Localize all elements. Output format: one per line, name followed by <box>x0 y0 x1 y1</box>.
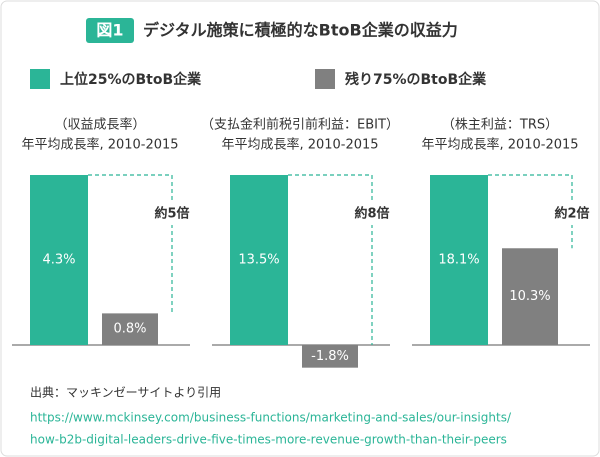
comparison-bracket <box>488 174 573 249</box>
panel-subtitle: 年平均成長率, 2010-2015 <box>21 137 178 153</box>
legend-swatch <box>315 69 335 89</box>
comparison-bracket <box>288 174 373 345</box>
value-label: 18.1% <box>438 253 479 268</box>
legend-label: 残り75%のBtoB企業 <box>345 71 487 88</box>
bar <box>302 345 358 368</box>
panel-title: （株主利益：TRS） <box>442 118 558 133</box>
value-label: 4.3% <box>42 253 75 268</box>
figure-badge <box>86 18 134 43</box>
legend-swatch <box>30 69 50 89</box>
annotation-bg <box>548 203 596 225</box>
figure-label: 図1 <box>96 21 123 40</box>
value-label: -1.8% <box>311 349 349 364</box>
panel-subtitle: 年平均成長率, 2010-2015 <box>221 137 378 153</box>
bar <box>102 313 158 345</box>
panel-title: （支払金利前税引前利益：EBIT） <box>201 117 399 133</box>
annotation-bg <box>148 203 196 225</box>
annotation: 約8倍 <box>354 206 389 222</box>
bar <box>430 175 488 345</box>
source-label: 出典：マッキンゼーサイトより引用 <box>30 386 221 400</box>
bar <box>502 248 558 345</box>
value-label: 10.3% <box>509 289 550 304</box>
bar <box>230 175 288 345</box>
annotation: 約2倍 <box>554 206 589 222</box>
panel-subtitle: 年平均成長率, 2010-2015 <box>421 137 578 153</box>
value-label: 0.8% <box>113 322 146 337</box>
bar <box>30 175 88 345</box>
value-label: 13.5% <box>238 253 279 268</box>
source-url: https://www.mckinsey.com/business-functi… <box>30 411 512 425</box>
annotation-bg <box>348 203 396 225</box>
legend-label: 上位25%のBtoB企業 <box>60 71 202 88</box>
panel-title: （収益成長率） <box>54 117 145 133</box>
source-url: how-b2b-digital-leaders-drive-five-times… <box>30 433 507 447</box>
annotation: 約5倍 <box>154 206 189 222</box>
chart-title: デジタル施策に積極的なBtoB企業の収益力 <box>143 21 458 40</box>
comparison-bracket <box>88 174 173 314</box>
